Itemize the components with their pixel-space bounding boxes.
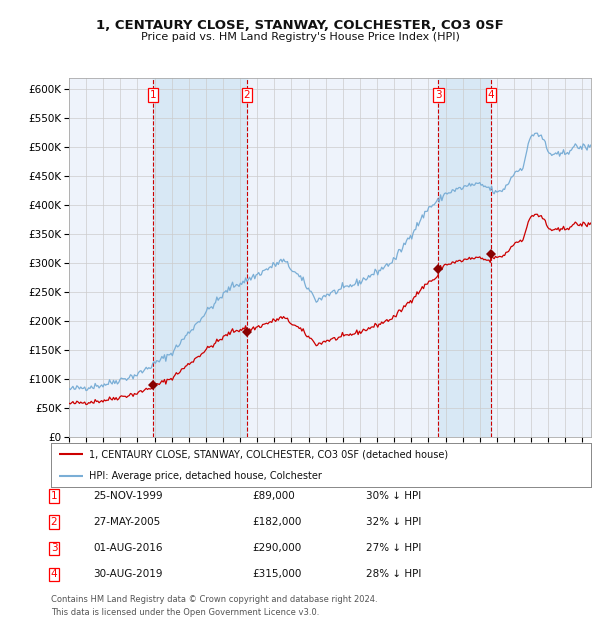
- Text: 27-MAY-2005: 27-MAY-2005: [93, 517, 160, 527]
- Text: 2: 2: [50, 517, 58, 527]
- Text: 32% ↓ HPI: 32% ↓ HPI: [366, 517, 421, 527]
- Text: Contains HM Land Registry data © Crown copyright and database right 2024.
This d: Contains HM Land Registry data © Crown c…: [51, 595, 377, 617]
- Text: 30% ↓ HPI: 30% ↓ HPI: [366, 491, 421, 501]
- Bar: [439, 78, 491, 437]
- Text: 28% ↓ HPI: 28% ↓ HPI: [366, 569, 421, 579]
- Text: 4: 4: [488, 90, 494, 100]
- Text: 27% ↓ HPI: 27% ↓ HPI: [366, 543, 421, 553]
- Text: 3: 3: [435, 90, 442, 100]
- Text: Price paid vs. HM Land Registry's House Price Index (HPI): Price paid vs. HM Land Registry's House …: [140, 32, 460, 42]
- Text: £182,000: £182,000: [252, 517, 301, 527]
- Text: 1, CENTAURY CLOSE, STANWAY, COLCHESTER, CO3 0SF: 1, CENTAURY CLOSE, STANWAY, COLCHESTER, …: [96, 19, 504, 32]
- Text: £315,000: £315,000: [252, 569, 301, 579]
- Text: 3: 3: [50, 543, 58, 553]
- Text: 1, CENTAURY CLOSE, STANWAY, COLCHESTER, CO3 0SF (detached house): 1, CENTAURY CLOSE, STANWAY, COLCHESTER, …: [89, 449, 448, 459]
- Text: 2: 2: [244, 90, 250, 100]
- Text: 25-NOV-1999: 25-NOV-1999: [93, 491, 163, 501]
- Text: 01-AUG-2016: 01-AUG-2016: [93, 543, 163, 553]
- Text: £290,000: £290,000: [252, 543, 301, 553]
- Text: 1: 1: [149, 90, 156, 100]
- Text: £89,000: £89,000: [252, 491, 295, 501]
- Text: 1: 1: [50, 491, 58, 501]
- Text: 30-AUG-2019: 30-AUG-2019: [93, 569, 163, 579]
- Text: 4: 4: [50, 569, 58, 579]
- Bar: [153, 78, 247, 437]
- Text: HPI: Average price, detached house, Colchester: HPI: Average price, detached house, Colc…: [89, 471, 322, 481]
